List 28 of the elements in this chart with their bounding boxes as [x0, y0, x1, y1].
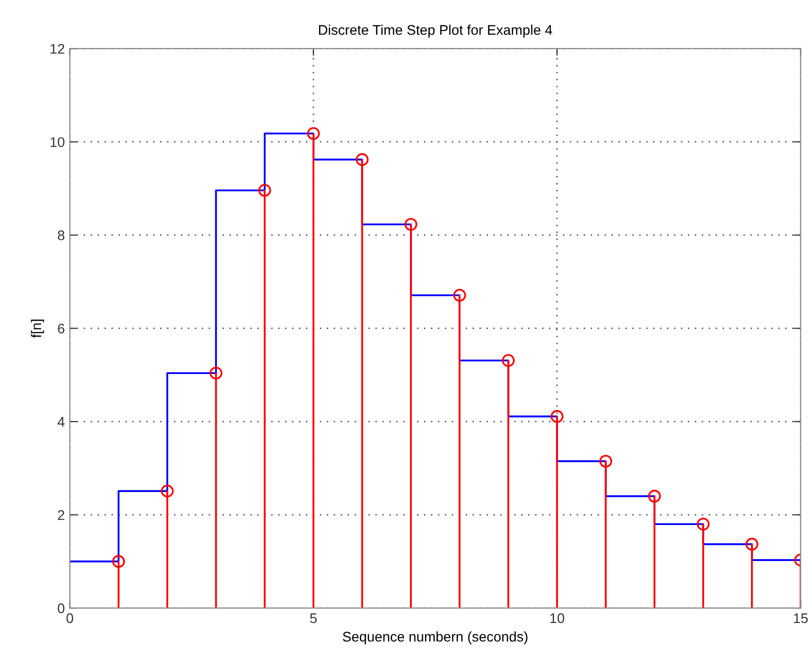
- point: [258, 184, 272, 197]
- point: [404, 218, 418, 231]
- point: [453, 288, 466, 302]
- point: [696, 518, 710, 531]
- point: [550, 410, 564, 423]
- y-tick-label: 2: [58, 510, 64, 520]
- point: [112, 555, 125, 568]
- point: [160, 484, 174, 498]
- x-tick-label: 0: [66, 613, 74, 624]
- y-tick-label: 6: [58, 324, 64, 334]
- y-tick-label: 4: [58, 417, 65, 427]
- point: [599, 454, 612, 468]
- y-tick-label: 8: [58, 230, 64, 240]
- point: [648, 490, 661, 503]
- y-tick-label: 0: [58, 603, 64, 614]
- x-tick-label: 5: [310, 613, 317, 624]
- point: [356, 153, 369, 166]
- x-axis-title: Sequence numbern (seconds): [342, 631, 528, 644]
- point: [210, 366, 222, 380]
- point: [307, 127, 320, 140]
- y-tick-label: 10: [50, 137, 64, 148]
- point: [502, 354, 515, 367]
- y-tick-label: 12: [50, 44, 64, 54]
- chart-title: Discrete Time Step Plot for Example 4: [319, 24, 552, 38]
- point: [746, 538, 758, 551]
- y-axis-title: f[n]: [31, 320, 44, 338]
- x-tick-label: 10: [550, 613, 564, 624]
- x-tick-label: 15: [794, 613, 808, 624]
